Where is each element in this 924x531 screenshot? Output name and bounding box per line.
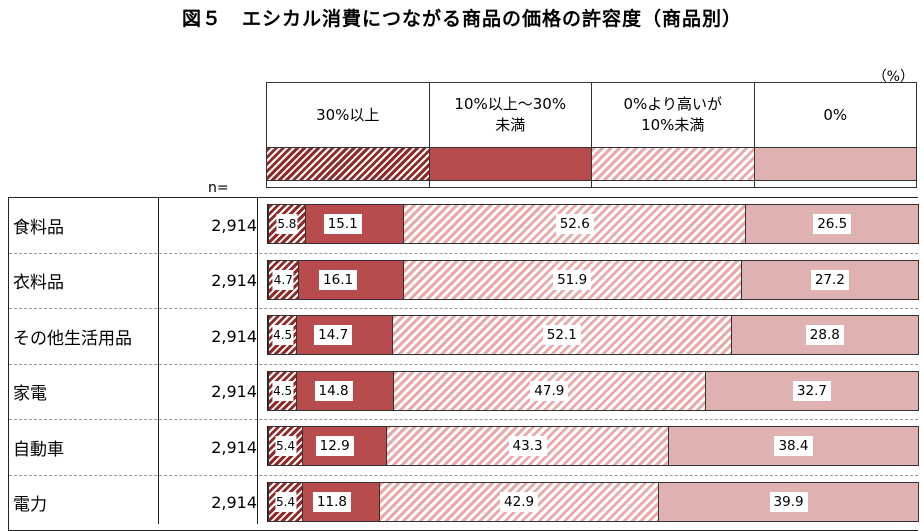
data-label: 26.5 [813, 214, 852, 234]
legend: 30%以上 10%以上～30% 未満 0%より高いが 10%未満 0% [266, 82, 917, 188]
category-label: その他生活用品 [13, 328, 132, 349]
data-label: 14.7 [314, 325, 353, 345]
legend-swatch [754, 148, 916, 181]
bar-segment: 27.2 [741, 259, 919, 300]
legend-label: 30%以上 [267, 83, 429, 148]
legend-swatch [267, 148, 429, 181]
bar-segment: 38.4 [668, 426, 919, 466]
bar-segment: 39.9 [659, 481, 919, 522]
sample-size: 2,914 [211, 215, 257, 235]
bar-segment: 51.9 [403, 259, 742, 300]
data-label: 52.1 [542, 325, 581, 345]
legend-swatch [592, 148, 754, 181]
data-label: 11.8 [312, 491, 351, 512]
bar-segment: 26.5 [746, 204, 919, 244]
data-label: 27.2 [810, 269, 849, 290]
data-label: 38.4 [774, 436, 813, 456]
bar-segment: 47.9 [393, 370, 706, 411]
bar-segment: 4.5 [268, 315, 298, 355]
stacked-bar: 4.5 14.8 47.9 32.7 [267, 370, 919, 411]
legend-label: 0% [754, 83, 916, 148]
data-label: 4.5 [272, 325, 294, 345]
category-label: 衣料品 [13, 273, 64, 294]
stacked-bar: 4.5 14.7 52.1 28.8 [267, 315, 919, 355]
bar-segment: 12.9 [303, 426, 388, 466]
chart-row: 衣料品 2,914 4.7 16.1 51.9 27.2 [9, 254, 919, 309]
bar-segment: 5.8 [268, 204, 306, 244]
legend-item-3: 0% [754, 82, 917, 188]
data-label: 5.4 [275, 491, 297, 512]
data-label: 47.9 [530, 380, 569, 401]
sample-size: 2,914 [211, 437, 257, 457]
bar-segment: 16.1 [298, 259, 404, 300]
data-label: 52.6 [555, 214, 594, 234]
data-label: 39.9 [769, 491, 808, 512]
bar-segment: 28.8 [731, 315, 919, 355]
category-label: 食料品 [13, 217, 64, 238]
bar-segment: 5.4 [268, 426, 304, 466]
legend-label: 0%より高いが 10%未満 [592, 83, 754, 148]
legend-label: 10%以上～30% 未満 [429, 83, 591, 148]
chart-row: 自動車 2,914 5.4 12.9 43.3 38.4 [9, 420, 919, 476]
bar-segment: 14.8 [297, 370, 394, 411]
sample-size: 2,914 [211, 271, 257, 291]
bar-segment: 43.3 [387, 426, 669, 466]
chart-grid: 食料品 2,914 5.8 15.1 52.6 26.5 衣料品 2,914 4.7 16.1 51… [8, 197, 919, 531]
data-label: 4.5 [272, 380, 294, 401]
bar-segment: 14.7 [297, 315, 393, 355]
bar-segment: 42.9 [379, 481, 660, 522]
sample-size: 2,914 [211, 493, 257, 513]
stacked-bar: 5.4 12.9 43.3 38.4 [267, 426, 919, 466]
stacked-bar: 5.8 15.1 52.6 26.5 [267, 204, 919, 244]
data-label: 5.4 [275, 436, 297, 456]
data-label: 51.9 [553, 269, 592, 290]
data-label: 32.7 [792, 380, 831, 401]
data-label: 28.8 [805, 325, 844, 345]
n-header: n= [208, 180, 229, 196]
data-label: 14.8 [314, 380, 353, 401]
bar-segment: 15.1 [305, 204, 405, 244]
sample-size: 2,914 [211, 326, 257, 346]
data-label: 15.1 [323, 214, 362, 234]
data-label: 16.1 [319, 269, 358, 290]
stacked-bar: 4.7 16.1 51.9 27.2 [267, 259, 919, 300]
chart-row: 電力 2,914 5.4 11.8 42.9 39.9 [9, 476, 919, 531]
unit-label: （%） [872, 69, 914, 85]
legend-swatch [429, 148, 591, 181]
category-label: 家電 [13, 384, 47, 405]
category-label: 電力 [13, 495, 47, 516]
sample-size: 2,914 [211, 382, 257, 402]
data-label: 5.8 [276, 214, 298, 234]
stacked-bar: 5.4 11.8 42.9 39.9 [267, 481, 919, 522]
chart-row: その他生活用品 2,914 4.5 14.7 52.1 28.8 [9, 309, 919, 365]
category-label: 自動車 [13, 439, 64, 460]
bar-segment: 52.1 [392, 315, 732, 355]
bar-segment: 4.5 [268, 370, 298, 411]
legend-item-2: 0%より高いが 10%未満 [592, 82, 755, 188]
bar-segment: 11.8 [303, 481, 380, 522]
legend-item-0: 30%以上 [266, 82, 430, 188]
bar-segment: 52.6 [404, 204, 747, 244]
column-divider [257, 197, 258, 524]
chart-row: 家電 2,914 4.5 14.8 47.9 32.7 [9, 365, 919, 420]
data-label: 12.9 [315, 436, 354, 456]
data-label: 42.9 [500, 491, 539, 512]
data-label: 43.3 [508, 436, 547, 456]
column-divider [158, 197, 159, 524]
chart-row: 食料品 2,914 5.8 15.1 52.6 26.5 [9, 198, 919, 254]
bar-segment: 4.7 [268, 259, 299, 300]
bar-segment: 32.7 [705, 370, 919, 411]
data-label: 4.7 [272, 269, 294, 290]
legend-item-1: 10%以上～30% 未満 [429, 82, 592, 188]
bar-segment: 5.4 [268, 481, 304, 522]
chart-title: 図５ エシカル消費につながる商品の価格の許容度（商品別） [181, 8, 742, 30]
